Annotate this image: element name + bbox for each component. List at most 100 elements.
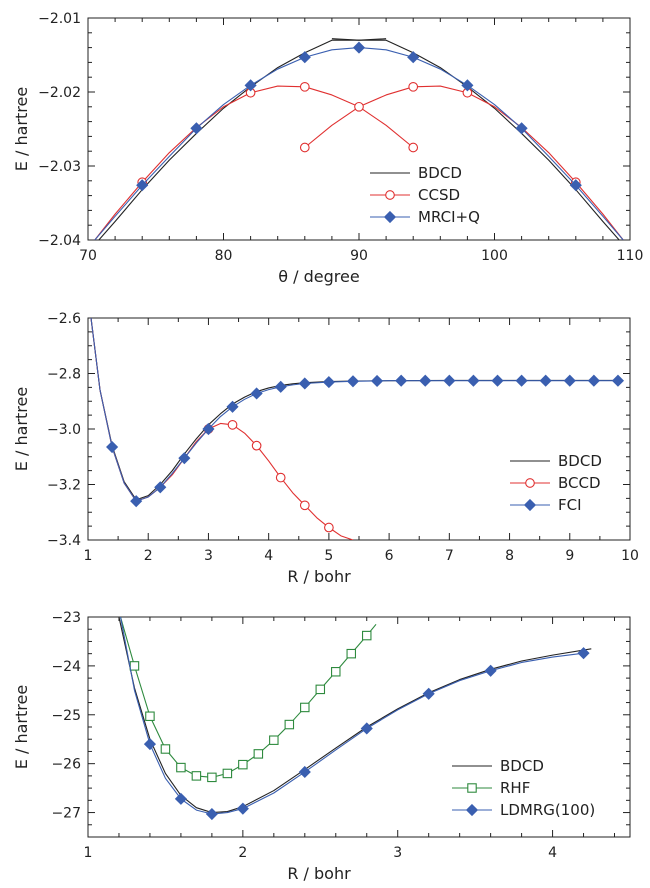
- data-point: [178, 452, 191, 465]
- data-point: [154, 481, 167, 494]
- legend: BDCD RHF LDMRG(100): [452, 757, 595, 819]
- legend: BDCD CCSD MRCI+Q: [370, 164, 480, 226]
- x-tick-label: 90: [350, 248, 368, 264]
- data-point: [284, 719, 295, 730]
- data-point: [407, 51, 420, 64]
- data-point: [251, 440, 262, 451]
- panel-1: 70 80 90 100 110 −2.04 −2.03 −2.02 −2.01 θ / degr…: [12, 11, 643, 286]
- legend-label: LDMRG(100): [500, 801, 595, 819]
- data-point: [222, 768, 233, 779]
- x-tick-label: 1: [84, 845, 93, 861]
- y-tick-label: −26: [51, 757, 81, 773]
- plot-area: [94, 38, 624, 240]
- legend-label: MRCI+Q: [418, 208, 480, 226]
- legend-label: BDCD: [558, 452, 602, 470]
- data-point: [299, 500, 310, 511]
- data-point: [253, 749, 264, 759]
- data-point: [250, 387, 263, 400]
- x-tick-label: 100: [481, 248, 508, 264]
- y-tick-label: −3.0: [47, 422, 81, 438]
- series-line: [90, 318, 354, 540]
- data-point: [346, 375, 360, 388]
- x-tick-label: 4: [264, 548, 273, 564]
- data-point: [136, 179, 149, 192]
- x-tick-label: 9: [565, 548, 574, 564]
- series-line: [331, 38, 620, 240]
- data-point: [563, 374, 576, 387]
- y-tick-label: −24: [51, 659, 81, 675]
- x-tick-label: 10: [621, 548, 639, 564]
- legend-swatch-marker: [523, 498, 537, 512]
- x-tick-label: 5: [324, 548, 333, 564]
- series-line: [98, 38, 387, 240]
- y-tick-label: −3.2: [47, 478, 81, 494]
- x-tick-label: 7: [445, 548, 454, 564]
- x-tick-label: 8: [505, 548, 514, 564]
- series-line: [94, 47, 624, 240]
- series-bdcd: [98, 38, 620, 240]
- data-point: [331, 667, 341, 677]
- data-point: [130, 495, 143, 508]
- data-point: [408, 81, 419, 92]
- plot-area: [118, 617, 592, 821]
- series-bccd: [90, 318, 354, 540]
- data-point: [577, 647, 590, 660]
- legend-label: BCCD: [558, 474, 601, 492]
- x-tick-label: 110: [617, 248, 644, 264]
- x-tick-label: 4: [548, 845, 557, 861]
- data-point: [395, 374, 408, 387]
- data-point: [587, 374, 600, 387]
- data-point: [322, 376, 335, 389]
- series-bdcd: [90, 318, 618, 501]
- data-point: [569, 179, 582, 192]
- y-axis-label: E / hartree: [12, 685, 31, 769]
- data-point: [408, 142, 419, 153]
- data-point: [299, 81, 310, 92]
- data-point: [315, 684, 326, 695]
- data-point: [491, 374, 504, 387]
- legend-label: FCI: [558, 496, 582, 514]
- data-point: [515, 122, 528, 135]
- series-ccsd: [94, 81, 624, 240]
- legend-swatch-marker: [525, 478, 535, 488]
- series-fci: [90, 318, 625, 508]
- y-tick-label: −2.03: [38, 159, 81, 175]
- data-point: [227, 419, 238, 430]
- legend-label: RHF: [500, 779, 530, 797]
- series-line: [94, 85, 414, 240]
- data-point: [461, 79, 474, 92]
- y-tick-label: −25: [51, 708, 81, 724]
- legend-swatch-marker: [383, 210, 397, 224]
- series-line: [119, 617, 377, 778]
- x-tick-label: 3: [393, 845, 402, 861]
- data-point: [443, 374, 456, 387]
- data-point: [274, 380, 287, 393]
- data-point: [298, 377, 311, 390]
- data-point: [145, 711, 155, 721]
- y-axis-label: E / hartree: [12, 387, 31, 471]
- data-point: [352, 41, 366, 54]
- data-point: [129, 661, 140, 671]
- panel-2: 1 2 3 4 5 6 7 8 9 10 −3.4 −3.2 −3.0 −2.8 −2.6 R / bohr E…: [12, 311, 639, 586]
- data-point: [298, 765, 311, 779]
- data-point: [176, 762, 186, 773]
- series-line: [90, 318, 618, 501]
- x-tick-label: 1: [84, 548, 93, 564]
- data-point: [244, 79, 257, 92]
- data-point: [361, 630, 372, 641]
- y-tick-label: −3.4: [47, 533, 81, 549]
- plot-area: [90, 318, 625, 540]
- data-point: [106, 440, 119, 454]
- data-point: [467, 374, 480, 387]
- data-point: [207, 772, 217, 783]
- data-point: [202, 422, 215, 436]
- x-tick-label: 3: [204, 548, 213, 564]
- plot-frame: [87, 317, 631, 541]
- data-point: [236, 802, 249, 815]
- legend-swatch-marker: [467, 783, 477, 793]
- data-point: [299, 142, 310, 153]
- panel-3: 1 2 3 4 −27 −26 −25 −24 −23 R / bohr E / hartree BD…: [12, 610, 631, 883]
- x-tick-label: 6: [385, 548, 394, 564]
- y-tick-label: −27: [51, 806, 81, 822]
